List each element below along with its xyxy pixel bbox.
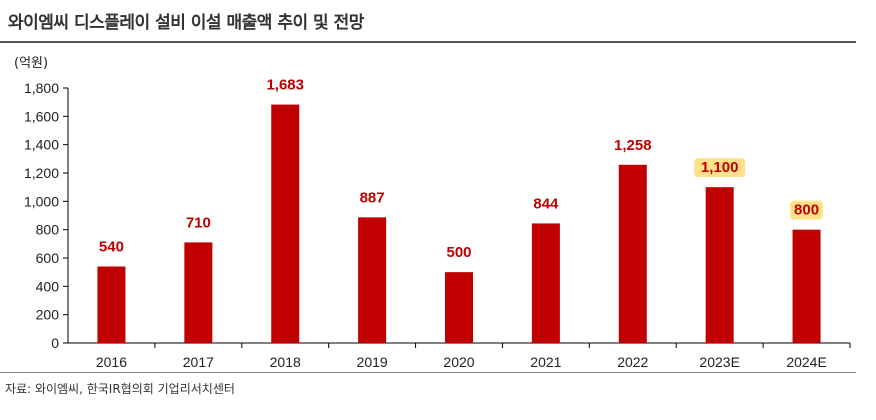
bar-value-label: 540 [99, 239, 124, 256]
bar [271, 104, 300, 343]
y-tick-label: 400 [36, 278, 60, 294]
value-label-highlight [694, 158, 746, 178]
x-tick-label: 2016 [96, 354, 127, 370]
y-tick-label: 800 [36, 222, 60, 238]
bar [792, 229, 821, 343]
y-tick-label: 0 [51, 335, 59, 351]
bar-value-label: 800 [794, 202, 819, 219]
bar [618, 164, 647, 343]
x-tick-label: 2023E [699, 354, 739, 370]
bar-value-label: 844 [533, 195, 559, 212]
y-tick-label: 1,600 [24, 108, 59, 124]
x-tick-label: 2020 [443, 354, 474, 370]
bar [97, 266, 126, 343]
bar [358, 217, 387, 343]
bar-value-label: 710 [186, 214, 211, 231]
bar-value-label: 887 [360, 189, 385, 206]
bar-chart: 0 200 400 600 800 1,000 1,200 1,400 1,600 1,800 20… [24, 77, 851, 370]
y-tick-label: 1,800 [24, 80, 59, 96]
y-axis-unit-label: (억원) [14, 56, 49, 71]
x-tick-label: 2019 [357, 354, 388, 370]
x-tick-label: 2021 [530, 354, 561, 370]
value-label-highlight [790, 200, 824, 220]
y-tick-label: 1,000 [24, 193, 59, 209]
bar-value-label: 1,100 [701, 159, 739, 176]
source-note: 자료: 와이엠씨, 한국IR협의회 기업리서치센터 [5, 382, 235, 396]
y-tick-label: 200 [36, 307, 60, 323]
chart-title: 와이엠씨 디스플레이 설비 이설 매출액 추이 및 전망 [8, 13, 364, 33]
footer-divider [0, 372, 856, 373]
bar [445, 272, 473, 343]
bar-value-label: 1,683 [266, 77, 304, 94]
x-tick-label: 2022 [617, 354, 648, 370]
title-divider [0, 41, 856, 43]
x-tick-label: 2018 [270, 354, 301, 370]
y-tick-label: 600 [36, 250, 60, 266]
y-tick-label: 1,400 [24, 137, 59, 153]
bar-value-label: 1,258 [614, 137, 652, 154]
bar-value-label: 500 [446, 244, 471, 261]
x-tick-label: 2017 [183, 354, 214, 370]
y-tick-label: 1,200 [24, 165, 59, 181]
bar [531, 223, 560, 343]
bar [705, 187, 734, 343]
x-tick-label: 2024E [786, 354, 826, 370]
bar [184, 242, 213, 343]
